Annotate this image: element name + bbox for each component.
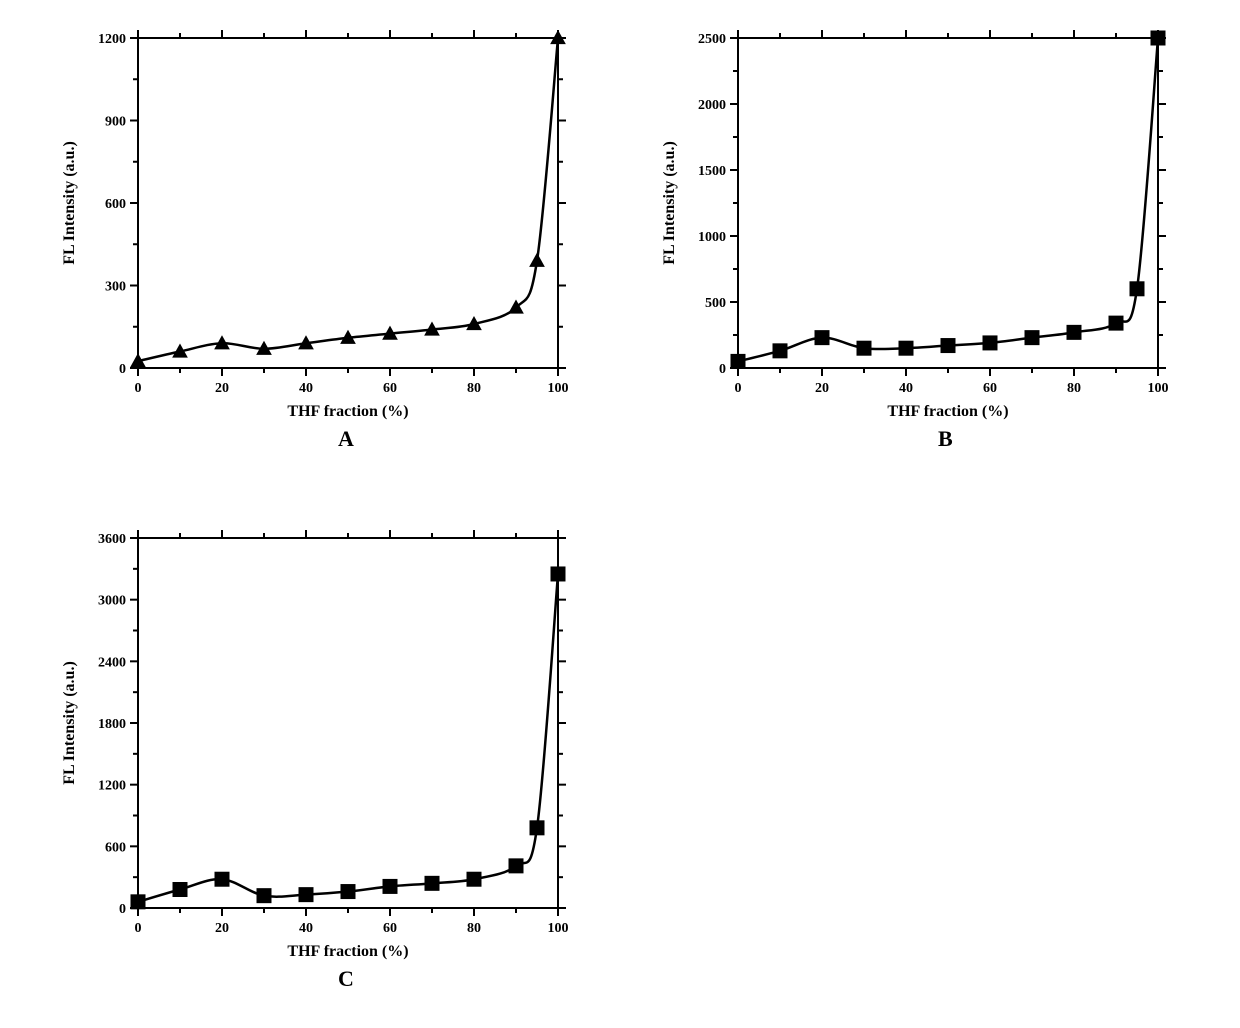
series-marker [131, 895, 145, 909]
y-tick-label: 300 [105, 280, 126, 295]
series-marker [983, 336, 997, 350]
x-tick-label: 40 [299, 381, 313, 396]
series-marker [530, 254, 544, 267]
series-line [138, 574, 558, 902]
panel-label-b: B [938, 426, 953, 452]
y-tick-label: 3600 [98, 532, 126, 547]
series-marker [383, 879, 397, 893]
series-marker [857, 341, 871, 355]
series-marker [815, 331, 829, 345]
series-marker [215, 872, 229, 886]
x-tick-label: 100 [548, 921, 569, 936]
y-tick-label: 2500 [698, 32, 726, 47]
y-tick-label: 900 [105, 115, 126, 130]
x-tick-label: 20 [215, 921, 229, 936]
x-tick-label: 0 [135, 381, 142, 396]
x-axis-label: THF fraction (%) [287, 943, 408, 960]
y-tick-label: 1200 [98, 32, 126, 47]
y-tick-label: 2400 [98, 655, 126, 670]
y-axis-label: FL Intensity (a.u.) [61, 661, 78, 785]
series-line [138, 38, 558, 361]
plot-frame [738, 38, 1158, 368]
x-tick-label: 100 [1148, 381, 1169, 396]
series-line [738, 38, 1158, 361]
series-marker [425, 876, 439, 890]
panel-a: 0 20 40 60 80 100 0 300 600 900 1200 THF fraction (… [40, 20, 600, 440]
panel-b: 02040608010005001000150020002500THF frac… [640, 20, 1200, 440]
series-marker [773, 344, 787, 358]
chart-svg: 02040608010005001000150020002500THF frac… [640, 20, 1200, 440]
series-marker [551, 567, 565, 581]
series-marker [1067, 325, 1081, 339]
x-axis-label: THF fraction (%) [887, 403, 1008, 420]
x-tick-label: 80 [467, 381, 481, 396]
y-tick-label: 0 [719, 362, 726, 377]
x-axis-label: THF fraction (%) [287, 403, 408, 420]
plot-frame [138, 538, 558, 908]
y-tick-label: 2000 [698, 98, 726, 113]
y-tick-label: 1800 [98, 717, 126, 732]
y-tick-label: 600 [105, 840, 126, 855]
series-marker [530, 821, 544, 835]
y-tick-label: 0 [119, 362, 126, 377]
y-tick-label: 3000 [98, 594, 126, 609]
x-tick-label: 80 [1067, 381, 1081, 396]
x-tick-label: 40 [299, 921, 313, 936]
x-tick-label: 100 [548, 381, 569, 396]
y-tick-label: 1200 [98, 779, 126, 794]
x-tick-label: 0 [735, 381, 742, 396]
series-marker [941, 339, 955, 353]
y-axis-label: FL Intensity (a.u.) [61, 141, 78, 265]
chart-svg: 0 20 40 60 80 100 0 600 1200 1800 2400 3000 3600 THF … [40, 520, 600, 990]
series-marker [341, 885, 355, 899]
x-tick-label: 60 [383, 921, 397, 936]
series-marker [467, 872, 481, 886]
chart-svg: 0 20 40 60 80 100 0 300 600 900 1200 THF fraction (… [40, 20, 600, 440]
series-marker [509, 859, 523, 873]
y-tick-label: 1500 [698, 164, 726, 179]
x-tick-label: 20 [815, 381, 829, 396]
series-marker [899, 341, 913, 355]
y-axis-label: FL Intensity (a.u.) [661, 141, 678, 265]
series-marker [173, 883, 187, 897]
series-marker [1130, 282, 1144, 296]
x-tick-label: 80 [467, 921, 481, 936]
panel-c: 0 20 40 60 80 100 0 600 1200 1800 2400 3000 3600 THF … [40, 520, 600, 990]
series-marker [257, 889, 271, 903]
y-tick-label: 600 [105, 197, 126, 212]
x-tick-label: 60 [983, 381, 997, 396]
x-tick-label: 0 [135, 921, 142, 936]
series-marker [731, 354, 745, 368]
y-tick-label: 1000 [698, 230, 726, 245]
y-tick-label: 0 [119, 902, 126, 917]
series-marker [1025, 331, 1039, 345]
x-tick-label: 60 [383, 381, 397, 396]
panel-label-c: C [338, 966, 354, 992]
series-marker [299, 888, 313, 902]
x-tick-label: 40 [899, 381, 913, 396]
series-marker [1151, 31, 1165, 45]
series-marker [1109, 316, 1123, 330]
y-tick-label: 500 [705, 296, 726, 311]
x-tick-label: 20 [215, 381, 229, 396]
panel-label-a: A [338, 426, 354, 452]
